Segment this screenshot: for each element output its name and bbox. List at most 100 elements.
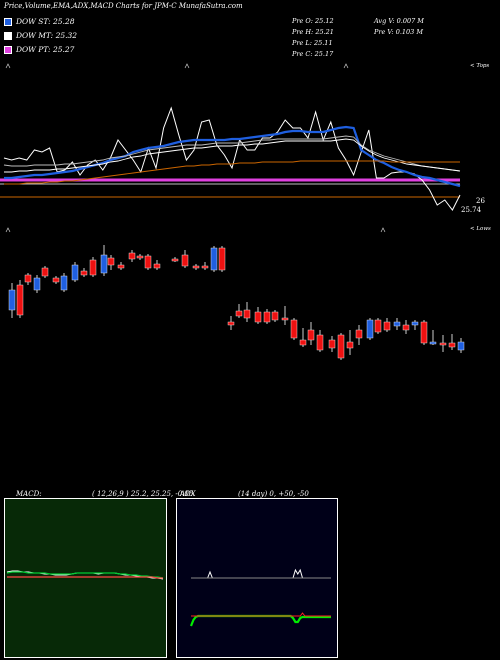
candle-body <box>89 259 97 276</box>
candle-body <box>290 319 298 339</box>
ema-series-3 <box>4 138 461 173</box>
candle-14 <box>136 254 144 260</box>
candle-7 <box>71 262 79 282</box>
candle-9 <box>89 257 97 277</box>
candle-45 <box>429 330 437 345</box>
candle-body <box>41 267 49 277</box>
legend-dow-mt: DOW MT: 25.32 <box>4 31 77 42</box>
candle-3 <box>33 275 41 293</box>
legend-swatch-st <box>4 18 12 26</box>
candle-body <box>328 339 336 349</box>
chart-title: Price,Volume,EMA,ADX,MACD Charts for JPM… <box>4 2 243 10</box>
ema-lines <box>0 106 461 211</box>
macd-label: MACD: <box>16 490 42 498</box>
candle-body <box>71 264 79 281</box>
candle-body <box>448 342 456 348</box>
macd-series-0 <box>6 570 164 580</box>
legend-label-pt: DOW PT: 25.27 <box>16 45 75 54</box>
candle-body <box>263 311 271 323</box>
candle-body <box>316 334 324 351</box>
candle-body <box>307 329 315 341</box>
candle-13 <box>128 250 136 262</box>
info-low: Pre L: 25.11 <box>292 39 333 47</box>
candle-30 <box>290 318 298 340</box>
candle-body <box>153 263 161 269</box>
candle-24 <box>235 304 243 318</box>
candle-31 <box>299 328 307 347</box>
tops-label: < Tops <box>470 63 490 69</box>
marker-2 <box>343 63 349 69</box>
candle-33 <box>316 330 324 352</box>
macd-params: ( 12,26,9 ) 25.2, 25.25, -0.05 <box>92 490 194 498</box>
candle-42 <box>402 320 410 334</box>
candle-39 <box>374 318 382 334</box>
candle-41 <box>393 318 401 330</box>
price-candles <box>8 245 465 360</box>
candle-body <box>337 334 345 359</box>
candle-8 <box>80 268 88 277</box>
ema-series-0 <box>3 106 461 211</box>
ema-right-label-top: 26 <box>476 197 485 205</box>
candle-46 <box>439 335 447 352</box>
legend-label-st: DOW ST: 25.28 <box>16 17 75 26</box>
marker-3 <box>5 227 11 233</box>
candle-body <box>402 324 410 331</box>
candle-body <box>144 255 152 269</box>
adx-params: (14 day) 0, +50, -50 <box>238 490 309 498</box>
ema-series-2 <box>3 135 461 172</box>
candle-body <box>24 274 32 283</box>
candle-body <box>181 254 189 267</box>
price-ema-chart <box>0 63 465 360</box>
candle-body <box>235 310 243 317</box>
candle-body <box>218 247 226 271</box>
candle-body <box>16 284 24 316</box>
candle-23 <box>227 316 235 330</box>
candle-27 <box>263 309 271 324</box>
candle-body <box>52 277 60 283</box>
candle-body <box>107 257 115 266</box>
adx-lines <box>189 568 331 627</box>
candle-body <box>299 339 307 346</box>
ema-right-label-bottom: 25.74 <box>461 206 482 214</box>
adx-label: ADX <box>180 490 196 498</box>
candle-body <box>117 264 125 269</box>
candle-body <box>136 255 144 259</box>
adx-series-3 <box>191 612 331 617</box>
candle-29 <box>281 306 289 325</box>
candle-body <box>457 341 465 351</box>
candle-body <box>100 254 108 274</box>
candle-11 <box>107 255 115 270</box>
candle-body <box>420 321 428 344</box>
candle-body <box>192 265 200 269</box>
candle-body <box>128 252 136 260</box>
legend-swatch-pt <box>4 46 12 54</box>
candle-body <box>201 265 209 269</box>
candle-21 <box>210 246 218 272</box>
candle-12 <box>117 262 125 270</box>
candle-10 <box>100 245 108 276</box>
info-open: Pre O: 25.12 <box>292 17 334 25</box>
candle-2 <box>24 273 32 285</box>
candle-body <box>254 311 262 323</box>
macd-panel <box>4 498 167 658</box>
candle-body <box>346 341 354 349</box>
candle-body <box>439 342 447 346</box>
candle-35 <box>337 333 345 360</box>
marker-1 <box>184 63 190 69</box>
candle-32 <box>307 322 315 345</box>
candle-43 <box>411 320 419 330</box>
candle-40 <box>383 318 391 332</box>
candle-body <box>355 329 363 339</box>
candle-body <box>374 319 382 333</box>
candle-36 <box>346 330 354 355</box>
adx-panel <box>176 498 338 658</box>
candle-28 <box>271 310 279 322</box>
candle-body <box>383 321 391 331</box>
ema-series-4 <box>4 160 460 185</box>
candle-body <box>281 317 289 321</box>
legend-swatch-mt <box>4 32 12 40</box>
candle-body <box>243 309 251 319</box>
info-close: Pre C: 25.17 <box>292 50 334 58</box>
macd-lines <box>6 570 164 580</box>
candle-17 <box>171 257 179 262</box>
